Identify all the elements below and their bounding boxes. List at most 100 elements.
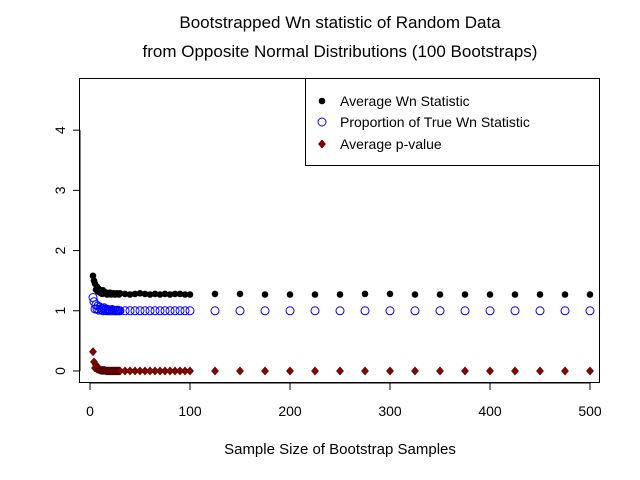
x-tick-label: 0: [86, 403, 94, 419]
x-axis-label: Sample Size of Bootstrap Samples: [224, 441, 456, 458]
point-proportion-true-wn: [160, 306, 170, 316]
point-average-p-value: [286, 366, 294, 376]
point-proportion-true-wn: [335, 306, 345, 316]
point-average-wn: [211, 290, 219, 298]
legend-label-proportion-true-wn: Proportion of True Wn Statistic: [340, 114, 530, 130]
point-proportion-true-wn: [135, 306, 145, 316]
point-average-p-value: [411, 366, 419, 376]
point-average-p-value: [586, 366, 594, 376]
point-average-p-value: [486, 366, 494, 376]
y-tick-label: 1: [52, 307, 68, 315]
point-average-p-value: [561, 366, 569, 376]
point-average-p-value: [186, 366, 194, 376]
point-average-wn: [286, 291, 294, 298]
legend: Average Wn Statistic Proportion of True …: [305, 78, 600, 166]
point-average-p-value: [336, 366, 344, 376]
point-proportion-true-wn: [410, 306, 420, 316]
x-tick-label: 500: [578, 403, 602, 419]
point-average-wn: [236, 290, 244, 298]
y-tick-label: 2: [52, 246, 68, 254]
point-proportion-true-wn: [125, 306, 135, 316]
point-average-wn: [131, 290, 139, 298]
x-tick-label: 300: [378, 403, 402, 419]
point-average-wn: [116, 290, 124, 297]
point-average-p-value: [436, 366, 444, 376]
point-average-wn: [171, 290, 179, 298]
x-tick-label: 200: [278, 403, 302, 419]
point-proportion-true-wn: [385, 306, 395, 316]
point-proportion-true-wn: [260, 306, 270, 316]
point-proportion-true-wn: [235, 306, 245, 316]
point-proportion-true-wn: [170, 306, 180, 316]
point-proportion-true-wn: [140, 306, 150, 316]
point-proportion-true-wn: [155, 306, 165, 316]
point-average-wn: [126, 291, 134, 298]
point-average-wn: [436, 291, 444, 298]
point-average-p-value: [361, 366, 369, 376]
point-average-wn: [311, 291, 319, 298]
point-average-wn: [486, 291, 494, 298]
point-average-p-value: [261, 366, 269, 376]
point-average-p-value: [461, 366, 469, 376]
legend-label-average-wn: Average Wn Statistic: [340, 93, 470, 109]
point-average-wn: [121, 290, 129, 298]
point-proportion-true-wn: [535, 306, 545, 316]
point-average-wn: [181, 291, 189, 298]
point-average-wn: [361, 290, 369, 298]
point-average-wn: [161, 290, 169, 298]
point-proportion-true-wn: [150, 306, 160, 316]
point-proportion-true-wn: [130, 306, 140, 316]
point-average-wn: [336, 291, 344, 298]
point-proportion-true-wn: [210, 306, 220, 316]
chart-title-line2: from Opposite Normal Distributions (100 …: [143, 42, 538, 61]
point-average-p-value: [536, 366, 544, 376]
point-average-wn: [536, 291, 544, 298]
point-average-wn: [146, 291, 154, 298]
chart-title-line1: Bootstrapped Wn statistic of Random Data: [179, 13, 501, 32]
point-proportion-true-wn: [510, 306, 520, 316]
point-average-wn: [386, 290, 394, 298]
point-proportion-true-wn: [175, 306, 185, 316]
point-proportion-true-wn: [360, 306, 370, 316]
point-proportion-true-wn: [460, 306, 470, 316]
point-average-wn: [186, 291, 194, 298]
legend-box: [305, 78, 600, 166]
point-proportion-true-wn: [435, 306, 445, 316]
y-tick-label: 3: [52, 186, 68, 194]
point-average-wn: [136, 290, 144, 297]
point-proportion-true-wn: [185, 306, 195, 316]
x-tick-label: 400: [478, 403, 502, 419]
x-tick-label: 100: [178, 403, 202, 419]
y-axis: 0 1 2 3 4: [52, 126, 81, 375]
point-proportion-true-wn: [560, 306, 570, 316]
point-average-wn: [261, 291, 269, 298]
point-proportion-true-wn: [585, 306, 595, 316]
y-tick-label: 4: [52, 126, 68, 134]
point-proportion-true-wn: [120, 306, 130, 316]
legend-marker-average-p-value: [318, 139, 326, 149]
point-proportion-true-wn: [285, 306, 295, 316]
data-points: [88, 272, 595, 376]
point-average-p-value: [236, 366, 244, 376]
point-average-wn: [156, 291, 164, 298]
point-average-wn: [561, 291, 569, 298]
point-proportion-true-wn: [165, 306, 175, 316]
x-axis: 0 100 200 300 400 500: [86, 382, 602, 419]
point-average-p-value: [211, 366, 219, 376]
legend-label-average-p-value: Average p-value: [340, 136, 442, 152]
point-average-p-value: [311, 366, 319, 376]
legend-marker-average-wn: [318, 97, 326, 105]
point-average-wn: [511, 291, 519, 298]
point-average-wn: [166, 291, 174, 298]
y-tick-label: 0: [52, 367, 68, 375]
point-proportion-true-wn: [145, 306, 155, 316]
point-average-wn: [461, 291, 469, 298]
point-proportion-true-wn: [180, 306, 190, 316]
point-average-wn: [151, 290, 159, 298]
point-average-wn: [141, 290, 149, 298]
point-proportion-true-wn: [115, 306, 125, 316]
point-average-wn: [586, 291, 594, 298]
point-average-wn: [176, 290, 184, 298]
point-average-p-value: [386, 366, 394, 376]
